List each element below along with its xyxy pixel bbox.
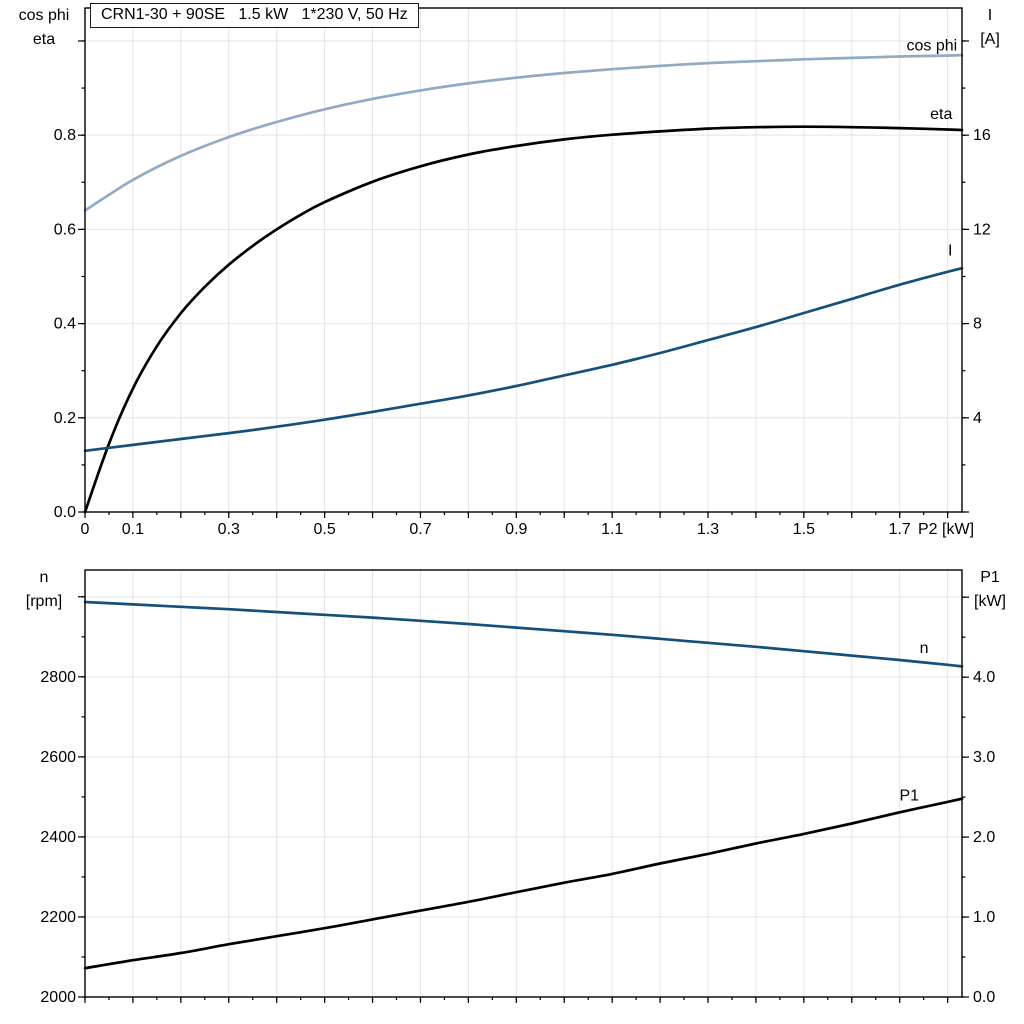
curve-p1 — [83, 797, 964, 970]
curve-cos-phi — [83, 53, 964, 212]
chart-1: cos phi eta I 0.0 0.2 0.4 0.6 0.8 4 8 12 16 0 0.1 0.3 0… — [19, 7, 1000, 538]
y-right-tick-label: 8 — [973, 316, 982, 333]
curve-label-p1: P1 — [900, 788, 920, 805]
curve-eta — [83, 125, 964, 514]
x-tick-label: 1.3 — [697, 521, 719, 538]
x-tick-label: 1.1 — [601, 521, 623, 538]
y-left-tick-label: 0.0 — [54, 504, 76, 521]
y-left-tick-label: 2200 — [40, 909, 76, 926]
y-left-tick-label: 2400 — [40, 829, 76, 846]
curve-label-speed: n — [920, 640, 929, 657]
y-left-axis-label: n — [40, 569, 49, 586]
plot-frame — [84, 569, 963, 998]
gridlines — [85, 8, 962, 512]
y-right-tick-label: 16 — [973, 127, 991, 144]
x-axis-label: P2 [kW] — [918, 521, 974, 538]
y-left-tick-label: 0.2 — [54, 410, 76, 427]
x-tick-label: 0 — [81, 521, 90, 538]
x-tick-label: 0.5 — [313, 521, 335, 538]
y-left-tick-label: 0.6 — [54, 221, 76, 238]
curve-label-current: I — [948, 243, 952, 260]
y-left-tick-label: 2800 — [40, 669, 76, 686]
curve-label-eta: eta — [930, 106, 952, 123]
plot-frame — [84, 7, 963, 513]
x-tick-label: 0.9 — [505, 521, 527, 538]
y-right-tick-label: 4.0 — [973, 669, 995, 686]
x-tick-label: 0.1 — [122, 521, 144, 538]
y-right-tick-label: 1.0 — [973, 909, 995, 926]
y-left-axis-label: [rpm] — [26, 593, 62, 610]
y-left-tick-label: 2600 — [40, 749, 76, 766]
y-right-tick-label: 4 — [973, 410, 982, 427]
y-right-axis-label: [A] — [980, 31, 1000, 48]
curve-label-cos-phi: cos phi — [906, 38, 957, 55]
curve-speed — [83, 600, 964, 668]
y-right-tick-label: 2.0 — [973, 829, 995, 846]
y-right-axis-label: I — [988, 7, 992, 24]
x-tick-label: 1.7 — [889, 521, 911, 538]
x-tick-label: 0.7 — [409, 521, 431, 538]
y-left-tick-label: 0.8 — [54, 127, 76, 144]
y-right-tick-label: 12 — [973, 221, 991, 238]
chart-title-box: CRN1-30 + 90SE 1.5 kW 1*230 V, 50 Hz — [90, 3, 419, 28]
y-right-axis-label: [kW] — [974, 593, 1006, 610]
y-left-axis-label: eta — [33, 31, 55, 48]
chart-2: n P1 2000 2200 2400 2600 2800 0.0 1.0 2.0 3.0 4.0 n [… — [26, 569, 1006, 1006]
x-tick-label: 0.3 — [218, 521, 240, 538]
y-left-tick-label: 0.4 — [54, 316, 76, 333]
y-right-tick-label: 3.0 — [973, 749, 995, 766]
gridlines — [85, 570, 962, 997]
curve-current — [83, 266, 964, 453]
axis-ticks — [78, 596, 969, 1003]
y-right-axis-label: P1 — [980, 569, 1000, 586]
y-right-tick-label: 0.0 — [973, 989, 995, 1006]
y-left-tick-label: 2000 — [40, 989, 76, 1006]
x-tick-label: 1.5 — [793, 521, 815, 538]
y-left-axis-label: cos phi — [19, 7, 70, 24]
